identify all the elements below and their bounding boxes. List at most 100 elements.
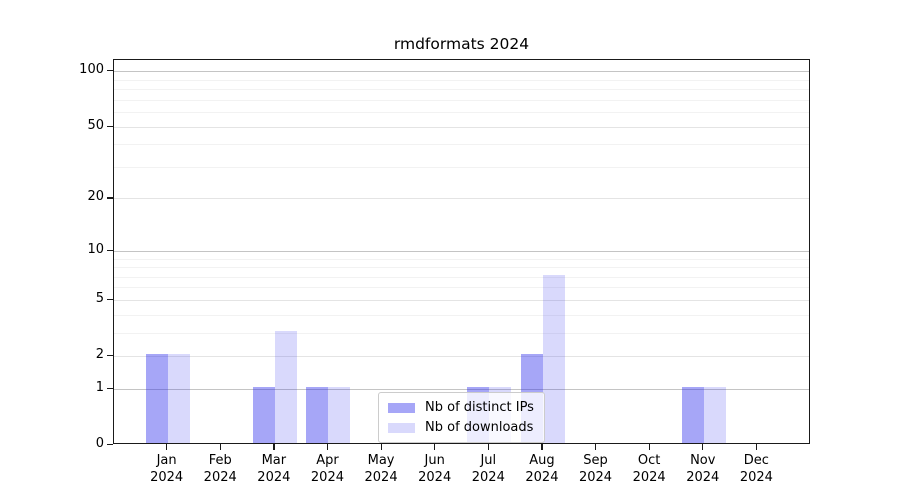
x-tick-mark [273,444,275,450]
major-gridline [114,388,809,390]
y-tick-label: 5 [95,290,104,306]
x-tick-label: May 2024 [351,452,411,486]
y-tick-mark [107,298,113,301]
x-tick-label: Sep 2024 [566,452,626,486]
x-tick-year: 2024 [686,470,720,485]
minor-gridline [114,258,809,260]
legend-label-downloads: Nb of downloads [425,420,534,435]
major-gridline [114,356,809,358]
minor-gridline [114,144,809,146]
y-tick-label: 100 [79,62,104,78]
x-tick-month: Jun [424,453,445,468]
y-tick-mark [107,355,113,357]
bar-downloads [328,386,351,443]
x-tick-label: Feb 2024 [190,452,250,486]
x-tick-year: 2024 [257,470,291,485]
bar-downloads [542,274,565,443]
x-tick-mark [755,444,758,450]
bar-distinct-ips [145,354,168,443]
x-tick-year: 2024 [150,470,184,485]
bar-downloads [703,386,726,443]
x-tick-month: Feb [208,453,232,468]
x-tick-label: Jan 2024 [137,452,197,486]
x-tick-mark [380,444,382,450]
legend-item-downloads: Nb of downloads [388,420,534,435]
x-tick-year: 2024 [364,470,398,485]
x-tick-label: Jun 2024 [405,452,465,486]
x-tick-month: Sep [583,453,608,468]
x-tick-label: Dec 2024 [726,452,786,486]
major-gridline [114,198,809,200]
x-tick-month: May [367,453,395,468]
x-tick-year: 2024 [203,470,237,485]
minor-gridline [114,267,809,269]
bar-distinct-ips [681,386,704,443]
major-gridline [114,126,809,128]
minor-gridline [114,276,809,278]
y-tick-mark [107,70,113,72]
major-gridline [114,250,809,252]
y-tick-mark [107,444,113,446]
y-tick-mark [107,125,113,127]
minor-gridline [114,166,809,168]
bar-distinct-ips [252,386,275,443]
x-tick-month: Jan [156,453,177,468]
x-tick-mark [595,444,597,450]
x-tick-month: Dec [743,453,769,468]
minor-gridline [114,112,809,114]
y-tick-label: 0 [95,436,104,451]
y-tick-label: 1 [95,379,104,395]
minor-gridline [114,332,809,334]
minor-gridline [114,99,809,101]
x-tick-mark [326,444,329,450]
x-tick-label: Aug 2024 [512,452,572,486]
x-tick-label: Nov 2024 [673,452,733,486]
legend: Nb of distinct IPs Nb of downloads [378,392,545,443]
x-tick-month: Apr [316,453,339,468]
minor-gridline [114,89,809,91]
x-tick-month: Aug [529,453,555,468]
y-tick-mark [107,197,113,199]
y-tick-label: 20 [87,189,104,205]
y-tick-label: 50 [87,117,104,133]
x-tick-mark [434,444,436,450]
x-tick-label: Jul 2024 [458,452,518,486]
x-tick-month: Oct [637,453,661,468]
bars-layer [114,60,809,443]
x-tick-label: Apr 2024 [297,452,357,486]
legend-label-distinct-ips: Nb of distinct IPs [425,400,534,415]
x-tick-month: Jul [480,453,497,468]
y-tick-mark [107,387,113,390]
bar-distinct-ips [306,386,329,443]
y-tick-label: 2 [95,347,104,363]
bar-downloads [274,330,297,443]
x-tick-label: Oct 2024 [619,452,679,486]
x-tick-year: 2024 [525,470,559,485]
x-tick-year: 2024 [310,470,344,485]
chart-title: rmdformats 2024 [393,35,530,53]
x-tick-year: 2024 [632,470,666,485]
legend-item-distinct-ips: Nb of distinct IPs [388,400,534,415]
x-tick-mark [702,444,704,450]
x-tick-year: 2024 [578,470,613,485]
major-gridline [114,299,809,301]
x-tick-mark [648,444,650,450]
x-tick-month: Nov [690,453,716,468]
legend-swatch-downloads [388,422,415,433]
minor-gridline [114,79,809,81]
minor-gridline [114,287,809,289]
plot-area: Nb of distinct IPs Nb of downloads [113,59,810,444]
minor-gridline [114,314,809,316]
x-tick-mark [166,444,168,450]
gridlines-layer [114,60,809,443]
x-tick-mark [541,444,543,450]
x-tick-mark [219,444,221,450]
x-tick-label: Mar 2024 [244,452,304,486]
x-tick-month: Mar [261,453,287,468]
x-tick-mark [487,444,489,450]
major-gridline [114,71,809,73]
x-tick-year: 2024 [739,470,773,485]
y-tick-label: 10 [87,241,104,257]
bar-downloads [167,354,190,443]
